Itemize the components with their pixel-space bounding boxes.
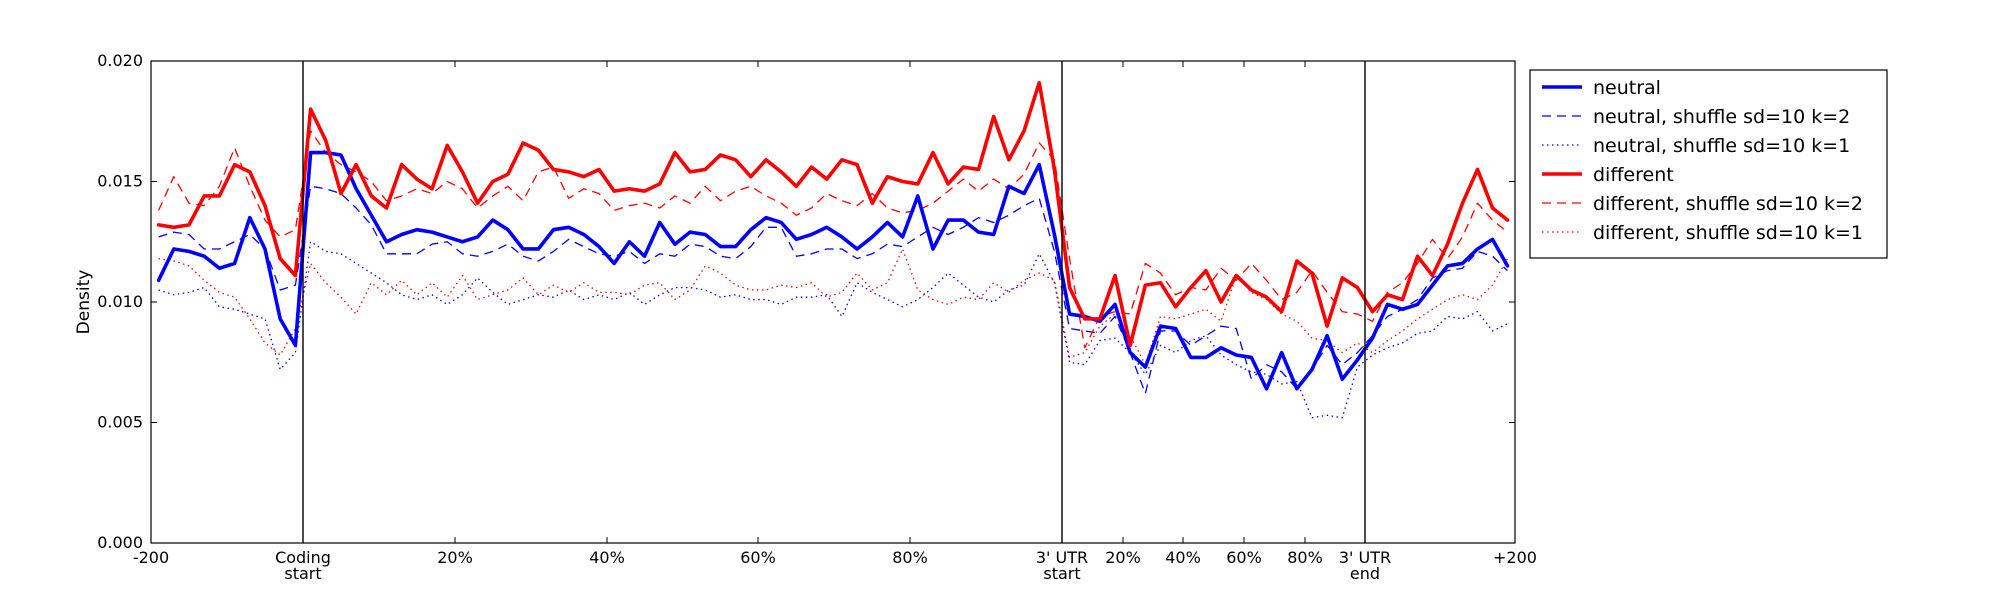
x-tick-label: 20% [437,548,473,567]
legend-label: neutral, shuffle sd=10 k=1 [1593,135,1850,157]
y-axis: 0.000 0.005 0.010 0.015 0.020 [97,51,1515,552]
y-tick-label: 0.000 [97,533,143,552]
series-line-4 [158,130,1508,349]
x-tick-label: start [1043,564,1080,583]
x-tick-label: 60% [740,548,776,567]
x-tick-label: 80% [1287,548,1323,567]
series-line-3 [156,80,1510,348]
series-line-5 [158,248,1509,366]
legend: neutral neutral, shuffle sd=10 k=2 neutral… [1529,69,1888,259]
legend-label: neutral, shuffle sd=10 k=2 [1593,106,1850,128]
x-tick-label: 20% [1105,548,1141,567]
series-line-0 [156,150,1510,391]
x-tick-label: 40% [589,548,625,567]
x-tick-label: -200 [133,548,169,567]
legend-box [1529,69,1888,259]
x-tick-label: 80% [892,548,928,567]
legend-label: neutral [1593,77,1661,99]
x-tick-label: 3' UTR [1339,548,1391,567]
x-tick-label: 60% [1226,548,1262,567]
y-tick-label: 0.020 [97,51,143,70]
plot-series-group [156,80,1510,419]
plot-frame [150,60,1516,544]
legend-label: different [1593,164,1674,186]
x-tick-label: 3' UTR [1036,548,1088,567]
x-tick-label: 40% [1165,548,1201,567]
axes-frame [150,60,1516,544]
x-tick-label: +200 [1493,548,1537,567]
y-tick-label: 0.015 [97,172,143,191]
x-tick-label: end [1350,564,1380,583]
x-tick-label: Coding [275,548,331,567]
y-axis-label: Density [74,270,94,335]
y-tick-label: 0.010 [97,292,143,311]
series-line-1 [158,185,1508,395]
x-tick-label: start [284,564,321,583]
legend-label: different, shuffle sd=10 k=2 [1593,193,1863,215]
series-line-2 [158,241,1508,419]
legend-label: different, shuffle sd=10 k=1 [1593,222,1863,244]
y-tick-label: 0.005 [97,413,143,432]
